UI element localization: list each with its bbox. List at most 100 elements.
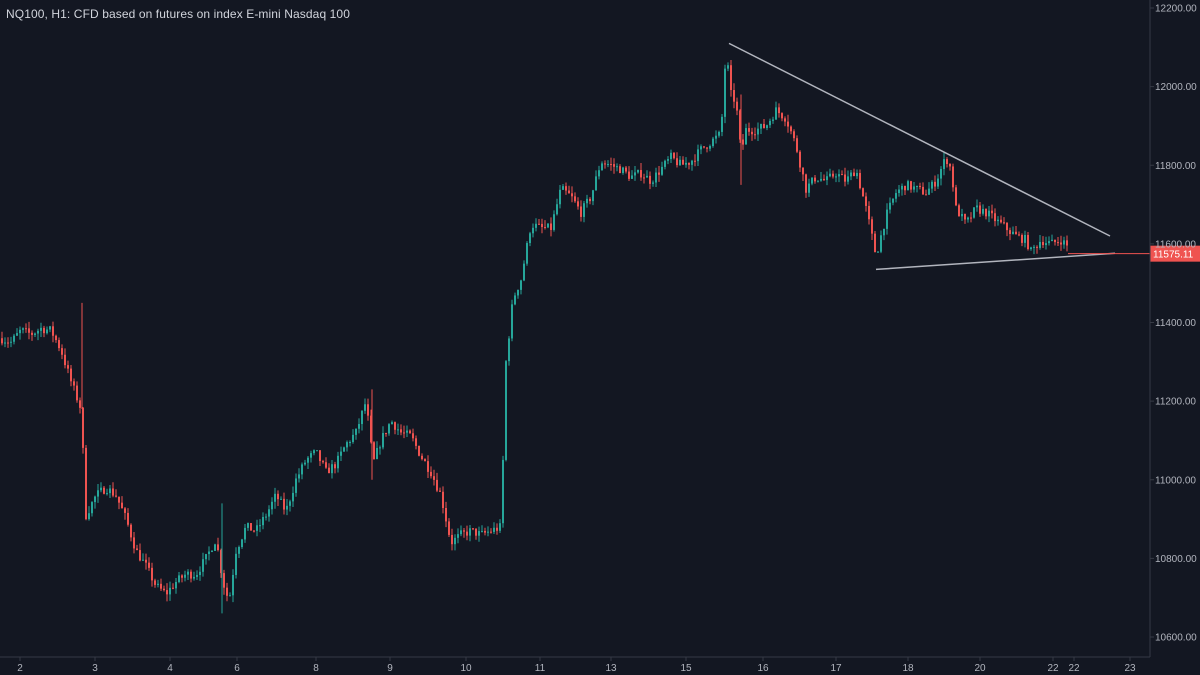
x-tick-label: 16 [757, 663, 769, 674]
candle-body [238, 547, 240, 554]
candle-body [58, 340, 60, 349]
candle-body [97, 490, 99, 497]
candle-body [139, 550, 141, 561]
candle-body [937, 178, 939, 187]
candle-body [529, 233, 531, 244]
candle-body [757, 128, 759, 135]
candle-body [160, 583, 162, 589]
x-tick-label: 8 [313, 663, 319, 674]
candle-body [619, 166, 621, 174]
candle-body [718, 131, 720, 136]
x-tick-label: 22 [1047, 663, 1059, 674]
candle-body [865, 196, 867, 206]
candle-body [307, 457, 309, 463]
candle-body [316, 450, 318, 452]
candle-body [220, 550, 222, 574]
candle-body [850, 172, 852, 177]
candle-body [1, 338, 3, 344]
candle-body [79, 400, 81, 408]
candle-body [1000, 219, 1002, 223]
candle-body [775, 107, 777, 120]
candle-body [688, 162, 690, 165]
candle-body [673, 152, 675, 159]
candle-body [874, 233, 876, 253]
candle-body [13, 335, 15, 342]
candle-body [859, 172, 861, 189]
candle-body [604, 163, 606, 165]
candle-body [400, 429, 402, 433]
candle-body [430, 471, 432, 477]
candle-body [1048, 241, 1050, 244]
candle-body [1021, 234, 1023, 243]
candle-body [88, 513, 90, 520]
candle-body [679, 159, 681, 166]
candle-body [934, 181, 936, 187]
candle-body [223, 573, 225, 588]
candle-body [496, 527, 498, 531]
candle-body [691, 160, 693, 165]
candle-body [694, 160, 696, 162]
candle-body [889, 202, 891, 210]
candle-body [145, 559, 147, 563]
candle-body [1039, 241, 1041, 248]
candle-body [829, 173, 831, 177]
candle-body [1063, 240, 1065, 245]
candle-body [913, 186, 915, 190]
candle-body [379, 447, 381, 449]
candle-body [682, 159, 684, 165]
candle-body [1003, 222, 1005, 224]
candle-body [340, 451, 342, 456]
candle-body [760, 123, 762, 129]
candle-body [778, 107, 780, 114]
candle-body [148, 562, 150, 568]
candle-body [640, 170, 642, 178]
x-tick-label: 9 [387, 663, 393, 674]
candle-body [556, 204, 558, 215]
candle-body [952, 166, 954, 188]
candle-body [475, 528, 477, 536]
upper-trendline [728, 42, 1111, 237]
candle-body [19, 329, 21, 334]
candle-body [259, 525, 261, 527]
candle-body [577, 201, 579, 207]
x-tick-label: 3 [92, 663, 98, 674]
candle-body [1006, 222, 1008, 231]
candle-body [391, 422, 393, 425]
candle-body [811, 177, 813, 184]
candle-body [769, 120, 771, 126]
candle-body [901, 185, 903, 190]
candle-body [91, 502, 93, 514]
candle-body [406, 430, 408, 433]
candle-body [310, 453, 312, 458]
candle-body [547, 223, 549, 228]
candle-body [649, 175, 651, 184]
candle-body [748, 128, 750, 132]
candle-body [541, 223, 543, 227]
candle-body [565, 186, 567, 191]
candle-body [40, 327, 42, 331]
candle-body [76, 385, 78, 401]
candle-body [343, 447, 345, 452]
x-tick-label: 22 [1068, 663, 1080, 674]
candle-body [568, 190, 570, 194]
candle-body [766, 125, 768, 129]
candle-body [217, 544, 219, 551]
candle-body [700, 146, 702, 150]
candle-body [103, 487, 105, 494]
candle-body [394, 422, 396, 430]
candle-body [190, 571, 192, 579]
candle-body [373, 442, 375, 460]
candle-body [172, 587, 174, 589]
x-tick-label: 2 [17, 663, 23, 674]
candle-body [847, 176, 849, 182]
candle-body [253, 530, 255, 532]
candle-body [988, 210, 990, 217]
candle-body [943, 159, 945, 170]
candle-body [823, 178, 825, 181]
candle-body [883, 228, 885, 236]
candle-body [853, 172, 855, 177]
candle-body [1057, 242, 1059, 244]
y-tick-label: 11200.00 [1155, 397, 1196, 408]
candle-body [133, 537, 135, 549]
